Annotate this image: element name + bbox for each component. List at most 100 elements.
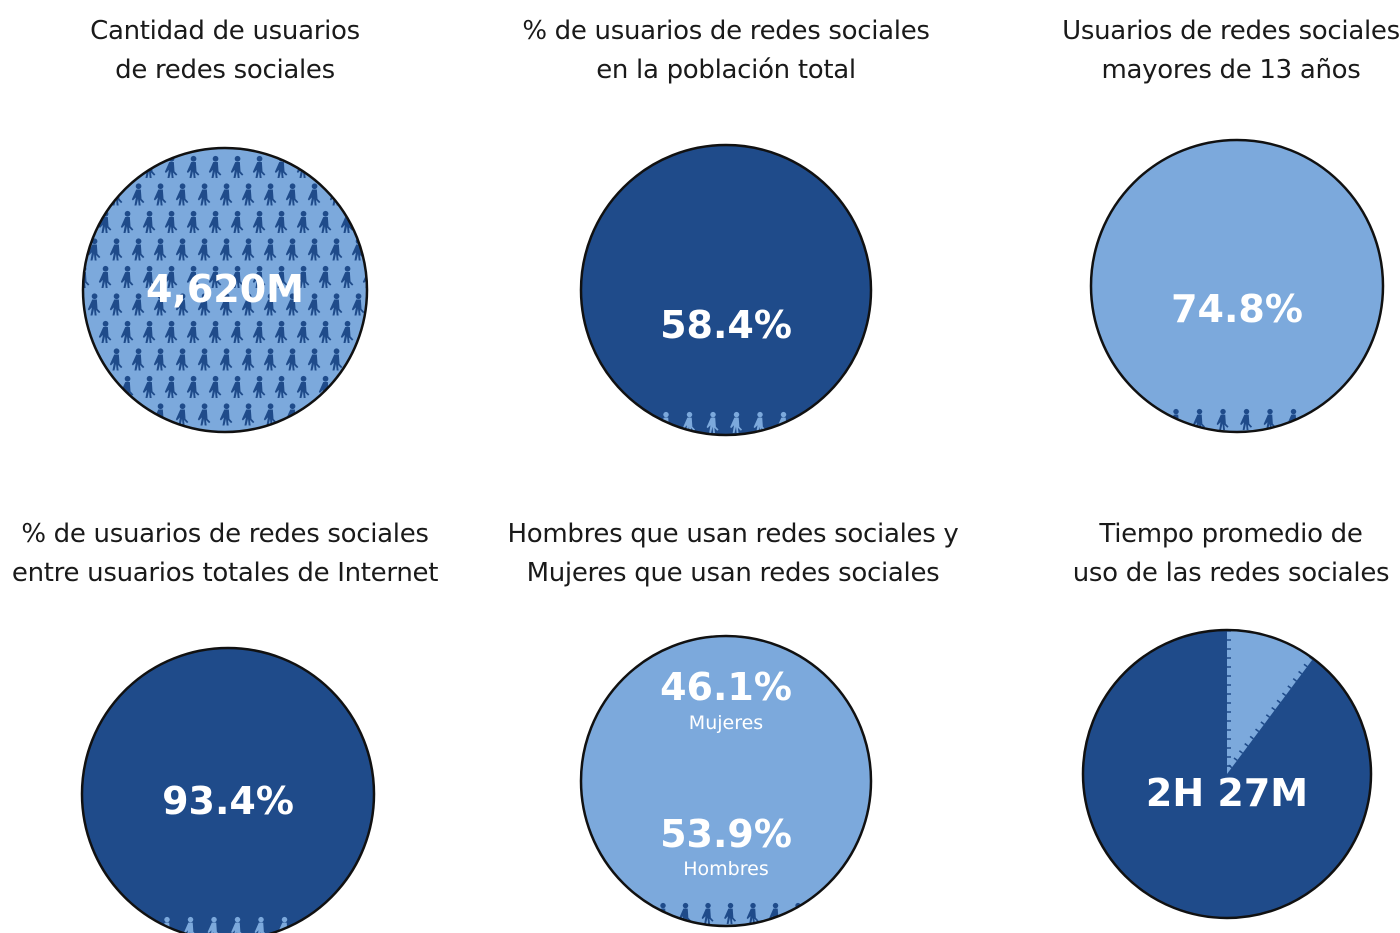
walking-person-icon bbox=[274, 375, 288, 398]
walking-person-icon bbox=[137, 916, 150, 933]
walking-person-icon bbox=[254, 916, 267, 933]
walking-person-icon bbox=[208, 210, 222, 233]
walking-person-icon bbox=[611, 902, 624, 924]
walking-person-icon bbox=[241, 293, 255, 316]
walking-person-icon bbox=[340, 265, 354, 288]
walking-person-icon bbox=[175, 293, 189, 316]
walking-person-icon bbox=[1193, 408, 1206, 430]
total-users-circle: 4,620M bbox=[81, 146, 369, 434]
walking-person-icon bbox=[153, 183, 167, 206]
circle-outline bbox=[1089, 138, 1385, 434]
walking-person-icon bbox=[164, 210, 178, 233]
walking-person-icon bbox=[329, 238, 343, 261]
walking-person-icon bbox=[753, 411, 766, 433]
mujeres-value-label: 46.1% bbox=[660, 665, 792, 709]
chart-title: % de usuarios de redes sociales en la po… bbox=[496, 12, 956, 90]
walking-person-icon bbox=[859, 902, 871, 924]
walking-person-icon bbox=[252, 155, 266, 178]
walking-person-icon bbox=[146, 430, 153, 432]
walking-person-icon bbox=[83, 210, 90, 233]
walking-person-icon bbox=[230, 210, 244, 233]
value-label: 4,620M bbox=[146, 267, 304, 311]
walking-person-icon bbox=[142, 265, 156, 288]
walking-person-icon bbox=[318, 320, 332, 343]
walking-person-icon bbox=[307, 238, 321, 261]
panel-internet-share: % de usuarios de redes sociales entre us… bbox=[0, 466, 455, 933]
walking-person-icon bbox=[113, 916, 126, 933]
title-line: Mujeres que usan redes sociales bbox=[526, 558, 940, 588]
walking-person-icon bbox=[208, 375, 222, 398]
walking-person-icon bbox=[197, 348, 211, 371]
walking-person-icon bbox=[847, 411, 860, 433]
walking-person-icon bbox=[184, 916, 197, 933]
over-13-circle: 74.8% bbox=[1089, 138, 1385, 434]
walking-person-icon bbox=[208, 320, 222, 343]
walking-person-icon bbox=[348, 916, 361, 933]
walking-person-icon bbox=[1334, 408, 1347, 430]
edge-tick bbox=[1233, 757, 1238, 762]
walking-person-icon bbox=[683, 411, 696, 433]
circle-outline bbox=[579, 143, 873, 437]
walking-person-icon bbox=[197, 293, 211, 316]
walking-person-icon bbox=[256, 430, 263, 432]
walking-person-icon bbox=[142, 375, 156, 398]
value-label: 2H 27M bbox=[1146, 771, 1308, 815]
walking-person-icon bbox=[197, 403, 211, 426]
walking-person-icon bbox=[824, 411, 837, 433]
walking-person-icon bbox=[83, 375, 90, 398]
walking-person-icon bbox=[90, 916, 103, 933]
walking-person-icon bbox=[241, 403, 255, 426]
chart-title: Hombres que usan redes sociales y Mujere… bbox=[503, 515, 963, 593]
walking-person-icon bbox=[340, 375, 354, 398]
walking-person-icon bbox=[219, 183, 233, 206]
walking-person-icon bbox=[219, 403, 233, 426]
circle-outline bbox=[1081, 628, 1373, 920]
walking-person-icon bbox=[329, 293, 343, 316]
circle-outline bbox=[579, 634, 873, 928]
walking-person-icon bbox=[164, 265, 178, 288]
walking-person-icon bbox=[329, 348, 343, 371]
walking-person-icon bbox=[87, 293, 101, 316]
walking-person-icon bbox=[230, 155, 244, 178]
walking-person-icon bbox=[1263, 408, 1276, 430]
walking-person-icon bbox=[175, 183, 189, 206]
circle-outline bbox=[81, 146, 369, 434]
walking-person-icon bbox=[186, 155, 200, 178]
walking-person-icon bbox=[362, 320, 367, 343]
walking-person-icon bbox=[1099, 408, 1112, 430]
title-line: uso de las redes sociales bbox=[1072, 558, 1390, 588]
walking-person-icon bbox=[230, 320, 244, 343]
walking-person-icon bbox=[307, 403, 321, 426]
title-line: Hombres que usan redes sociales y bbox=[507, 519, 959, 549]
average-time-circle: 2H 27M bbox=[1081, 628, 1373, 920]
walking-person-icon bbox=[252, 320, 266, 343]
edge-tick bbox=[1271, 706, 1276, 711]
title-line: Usuarios de redes sociales bbox=[1062, 16, 1400, 46]
walking-person-icon bbox=[186, 265, 200, 288]
walking-person-icon bbox=[351, 183, 365, 206]
walking-person-icon bbox=[1146, 408, 1159, 430]
edge-tick bbox=[1287, 685, 1292, 689]
panel-gender: Hombres que usan redes sociales y Mujere… bbox=[503, 466, 963, 932]
walking-person-icon bbox=[219, 293, 233, 316]
walking-person-icon bbox=[300, 430, 307, 432]
walking-person-icon bbox=[120, 375, 134, 398]
walking-person-icon bbox=[153, 348, 167, 371]
edge-tick bbox=[1281, 692, 1287, 697]
walking-person-icon bbox=[120, 265, 134, 288]
walking-person-icon bbox=[278, 430, 285, 432]
walking-person-icon bbox=[131, 293, 145, 316]
walking-person-icon bbox=[197, 238, 211, 261]
walking-person-icon bbox=[351, 293, 365, 316]
walking-person-icon bbox=[589, 902, 602, 924]
edge-tick bbox=[1260, 721, 1265, 725]
walking-person-icon bbox=[109, 293, 123, 316]
walking-person-icon bbox=[98, 265, 112, 288]
edge-tick bbox=[1238, 750, 1244, 754]
walking-person-icon bbox=[318, 265, 332, 288]
walking-person-icon bbox=[175, 403, 189, 426]
value-label: 74.8% bbox=[1171, 287, 1303, 331]
walking-person-icon bbox=[252, 265, 266, 288]
walking-person-icon bbox=[351, 403, 365, 426]
walking-person-icon bbox=[197, 183, 211, 206]
